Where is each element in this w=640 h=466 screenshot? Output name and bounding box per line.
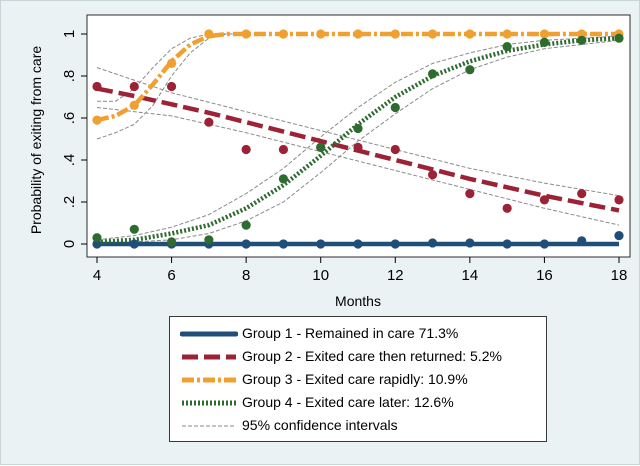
ci-lower-group-2 [96, 107, 620, 226]
legend-item-group-3: Group 3 - Exited care rapidly: 10.9% [170, 369, 546, 391]
point-group-2-month-13 [427, 170, 438, 180]
point-group-1-month-14 [465, 238, 475, 248]
x-tick-label-4: 4 [93, 267, 101, 284]
x-tick-label-8: 8 [242, 267, 250, 284]
y-axis-label: Probability of exiting from care [28, 46, 44, 235]
x-tick-label-6: 6 [167, 267, 175, 284]
point-group-2-month-6 [166, 81, 177, 92]
point-group-2-month-8 [241, 144, 251, 155]
point-group-1-month-8 [241, 239, 251, 249]
point-group-4-month-7 [204, 235, 214, 245]
point-group-2-month-17 [577, 189, 587, 199]
legend-label-group-1: Group 1 - Remained in care 71.3% [242, 325, 459, 341]
point-group-2-month-14 [465, 189, 475, 199]
legend-label-group-2: Group 2 - Exited care then returned: 5.2… [242, 348, 502, 364]
point-group-1-month-4 [92, 239, 102, 249]
point-group-3-month-7 [204, 29, 214, 39]
point-group-3-month-9 [278, 29, 289, 39]
legend-item-group-2: Group 2 - Exited care then returned: 5.2… [170, 346, 546, 368]
point-group-1-month-10 [316, 239, 326, 249]
legend-swatch-group-4 [182, 400, 236, 406]
point-group-2-month-12 [390, 144, 400, 155]
point-group-4-month-15 [502, 42, 512, 52]
point-group-3-month-17 [577, 29, 587, 39]
legend: Group 1 - Remained in care 71.3% Group 2… [169, 316, 547, 442]
point-group-1-month-5 [129, 239, 139, 249]
point-group-4-month-12 [390, 102, 400, 113]
point-group-4-month-13 [427, 69, 438, 79]
point-group-4-month-6 [166, 237, 177, 247]
y-tick-label-1: .2 [61, 196, 78, 209]
x-tick-label-14: 14 [462, 267, 479, 284]
point-group-4-month-10 [316, 142, 326, 152]
ci-upper-group-3 [97, 33, 247, 102]
point-group-3-month-8 [241, 29, 251, 39]
ci-upper-group-4 [96, 35, 620, 241]
y-tick-label-5: 1 [61, 30, 78, 38]
ci-lower-group-3 [96, 33, 247, 140]
legend-label-group-4: Group 4 - Exited care later: 12.6% [242, 394, 454, 410]
point-group-3-month-12 [390, 29, 400, 39]
point-group-2-month-5 [129, 81, 139, 92]
y-tick-label-2: .4 [61, 154, 78, 167]
legend-label-ci: 95% confidence intervals [242, 417, 398, 433]
legend-swatch-group-3 [182, 377, 236, 383]
point-group-4-month-16 [539, 37, 550, 48]
fitted-line-group-3 [96, 31, 619, 123]
legend-swatch-ci [182, 425, 236, 427]
point-group-3-month-4 [92, 115, 102, 125]
x-tick-label-16: 16 [536, 267, 553, 284]
x-tick-label-18: 18 [611, 267, 628, 284]
point-group-2-month-15 [502, 203, 512, 213]
point-group-3-month-13 [427, 29, 438, 39]
point-group-3-month-6 [166, 58, 177, 68]
point-group-3-month-11 [353, 29, 363, 39]
point-group-1-month-15 [502, 239, 512, 249]
point-group-1-month-13 [427, 238, 438, 248]
legend-swatch-group-2 [182, 354, 236, 360]
ci-lower-group-4 [96, 39, 620, 245]
point-group-2-month-4 [92, 81, 102, 92]
point-group-1-month-18 [614, 231, 624, 241]
point-group-2-month-18 [614, 195, 624, 205]
x-axis-label: Months [335, 293, 381, 309]
point-group-1-month-17 [577, 236, 587, 246]
legend-item-group-4: Group 4 - Exited care later: 12.6% [170, 392, 546, 414]
point-group-4-month-14 [465, 65, 475, 75]
point-group-4-month-11 [353, 123, 363, 134]
point-group-2-month-7 [204, 117, 214, 127]
ci-upper-group-2 [96, 67, 620, 197]
point-group-2-month-9 [278, 144, 289, 155]
point-group-4-month-8 [241, 220, 251, 230]
point-group-4-month-17 [577, 35, 587, 45]
point-group-4-month-9 [278, 174, 289, 184]
y-tick-label-4: .8 [61, 70, 78, 83]
point-group-2-month-16 [539, 195, 550, 205]
point-group-2-month-11 [353, 142, 363, 152]
y-tick-label-0: 0 [61, 240, 78, 248]
y-tick-label-3: .6 [61, 112, 78, 125]
x-tick-label-10: 10 [312, 267, 329, 284]
legend-swatch-group-1 [180, 331, 238, 337]
legend-item-group-1: Group 1 - Remained in care 71.3% [170, 323, 546, 345]
point-group-4-month-4 [92, 233, 102, 243]
point-group-3-month-16 [539, 29, 550, 39]
point-group-3-month-15 [502, 29, 512, 39]
point-group-1-month-11 [353, 239, 363, 249]
point-group-1-month-9 [278, 239, 289, 249]
point-group-3-month-5 [129, 100, 139, 110]
point-group-1-month-16 [539, 239, 550, 249]
point-group-4-month-5 [129, 224, 139, 234]
legend-item-ci: 95% confidence intervals [170, 415, 546, 437]
x-tick-label-12: 12 [387, 267, 404, 284]
point-group-4-month-18 [614, 33, 624, 43]
point-group-3-month-14 [465, 29, 475, 39]
legend-label-group-3: Group 3 - Exited care rapidly: 10.9% [242, 371, 468, 387]
point-group-1-month-12 [390, 239, 400, 249]
point-group-3-month-10 [316, 29, 326, 39]
